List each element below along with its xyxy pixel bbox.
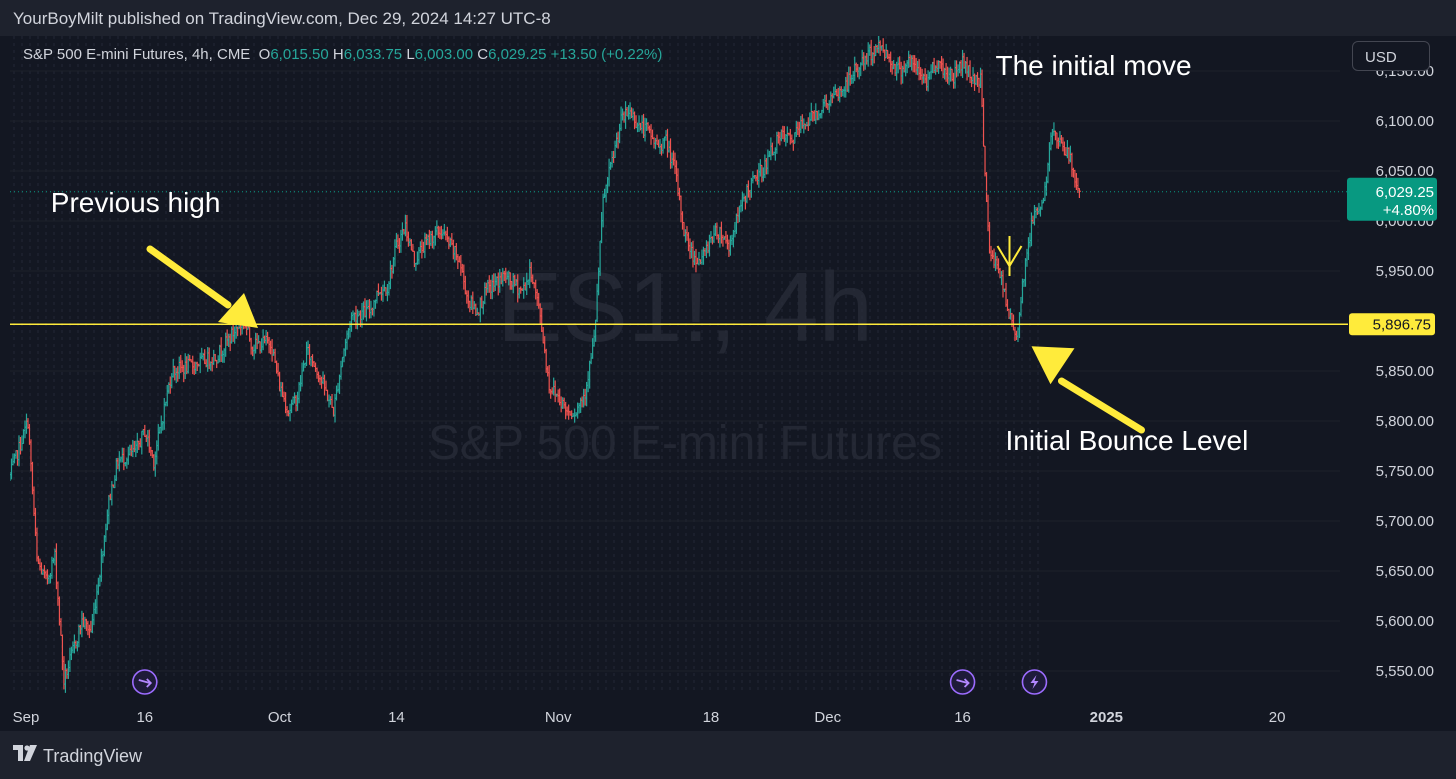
annotation-initial-bounce-level: Initial Bounce Level (1006, 425, 1249, 456)
x-tick-label: Nov (545, 709, 572, 726)
watermark-name: S&P 500 E-mini Futures (428, 417, 942, 470)
x-tick-label: 20 (1269, 709, 1286, 726)
small-down-arrow (996, 236, 1023, 276)
event-markers (131, 669, 1048, 695)
legend-close-value: 6,029.25 (488, 46, 547, 63)
legend-symbol: S&P 500 E-mini Futures, 4h, CME (23, 46, 251, 63)
x-tick-label: 16 (954, 709, 971, 726)
publisher-line: YourBoyMilt published on TradingView.com… (13, 9, 551, 28)
time-axis: Sep 16 Oct 14 Nov 18 Dec 16 2025 20 (13, 709, 1286, 726)
watermark: ES1!, 4h S&P 500 E-mini Futures (428, 252, 942, 470)
last-price-tag: 6,029.25+4.80% (1347, 177, 1437, 221)
initial-bounce-arrow (1031, 346, 1145, 434)
y-tick-label: 5,650.00 (1376, 563, 1434, 580)
chart-panel[interactable]: ES1!, 4h S&P 500 E-mini Futures Previous… (10, 36, 1446, 731)
y-tick-label: 5,850.00 (1376, 363, 1434, 380)
symbol-legend: S&P 500 E-mini Futures, 4h, CME O6,015.5… (23, 46, 662, 63)
dividend-event-icon (949, 669, 976, 695)
ohlc-bar (983, 145, 987, 177)
publisher-bar: YourBoyMilt published on TradingView.com… (0, 0, 1456, 36)
previous-high-arrow (146, 245, 258, 328)
y-tick-label: 5,800.00 (1376, 413, 1434, 430)
tradingview-logo-icon (13, 745, 37, 761)
tradingview-brand: TradingView (43, 746, 143, 766)
x-tick-label: Sep (13, 709, 40, 726)
watermark-symbol: ES1!, 4h (497, 252, 873, 362)
legend-low-label: L (406, 46, 415, 63)
x-tick-label: 2025 (1090, 709, 1123, 726)
y-tick-label: 5,950.00 (1376, 263, 1434, 280)
legend-change: +13.50 (+0.22%) (550, 46, 663, 63)
dividend-event-icon (131, 669, 158, 695)
ohlc-bar (1077, 188, 1081, 199)
price-chart[interactable]: ES1!, 4h S&P 500 E-mini Futures Previous… (10, 36, 1446, 731)
legend-low-value: 6,003.00 (414, 46, 474, 63)
y-tick-label: 6,100.00 (1376, 113, 1434, 130)
ohlc-bars (10, 36, 1081, 693)
annotations: Previous high The initial move Initial Bou… (51, 50, 1249, 456)
price-axis: 5,550.00 5,600.00 5,650.00 5,700.00 5,750.00… (1347, 63, 1437, 680)
grid-lines (10, 36, 1340, 691)
y-tick-label: 5,600.00 (1376, 613, 1434, 630)
last-price-change: +4.80% (1383, 202, 1434, 219)
y-tick-label: 5,550.00 (1376, 663, 1434, 680)
currency-button[interactable]: USD (1352, 41, 1430, 71)
x-tick-label: 14 (388, 709, 405, 726)
level-price-tag-bg (1349, 313, 1435, 336)
x-tick-label: 18 (703, 709, 720, 726)
x-tick-label: Oct (268, 709, 292, 726)
y-tick-label: 6,050.00 (1376, 163, 1434, 180)
legend-high-value: 6,033.75 (343, 46, 403, 63)
legend-open-value: 6,015.50 (270, 46, 329, 63)
legend-open-label: O (258, 46, 271, 63)
x-tick-label: 16 (136, 709, 153, 726)
annotation-previous-high: Previous high (51, 187, 221, 218)
y-tick-label: 5,700.00 (1376, 513, 1434, 530)
legend-close-label: C (477, 46, 489, 63)
level-price-value: 5,896.75 (1373, 316, 1431, 333)
x-tick-label: Dec (814, 709, 841, 726)
annotation-initial-move: The initial move (996, 50, 1192, 81)
split-event-icon (1021, 669, 1048, 695)
footer-bar: TradingView (0, 731, 1456, 779)
legend-high-label: H (332, 46, 344, 63)
last-price-value: 6,029.25 (1376, 184, 1434, 201)
y-tick-label: 5,750.00 (1376, 463, 1434, 480)
last-price-tag-bg (1347, 177, 1437, 221)
level-price-tag: 5,896.75 (1349, 313, 1435, 336)
